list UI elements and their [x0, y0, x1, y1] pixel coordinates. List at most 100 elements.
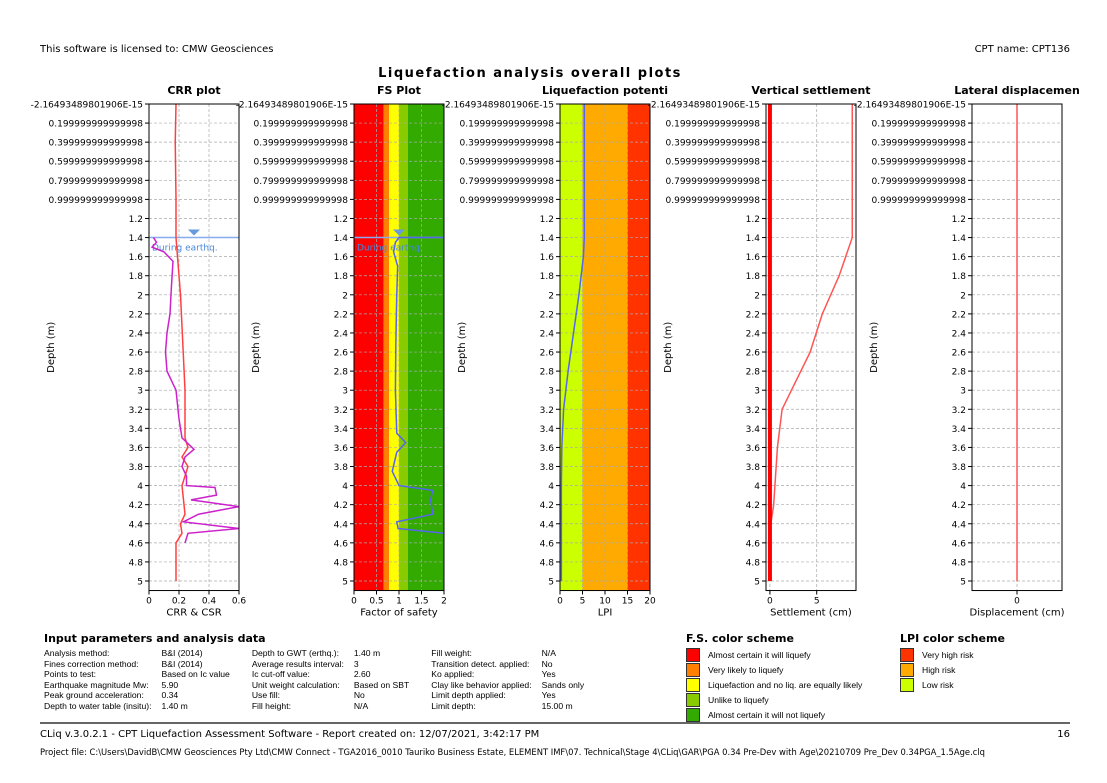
y-tick-label: 4.6	[952, 539, 967, 549]
x-axis-label: Factor of safety	[360, 608, 438, 619]
y-axis-label: Depth (m)	[251, 322, 262, 373]
y-tick-label: 4.6	[334, 539, 349, 549]
x-axis-label: CRR & CSR	[166, 608, 221, 619]
water-table-icon	[188, 229, 200, 236]
param-value: N/A	[541, 648, 556, 658]
x-tick-label: 0.5	[369, 597, 383, 607]
y-tick-label: 0.199999999999998	[49, 120, 144, 130]
y-tick-label: 4.4	[129, 520, 144, 530]
y-tick-label: 5	[754, 578, 760, 588]
y-tick-label: -2.16493489801906E-15	[442, 101, 554, 111]
y-tick-label: 2	[342, 291, 348, 301]
param-label: Limit depth:	[431, 700, 476, 711]
legend-label: Low risk	[922, 680, 954, 690]
y-tick-label: 2.2	[334, 310, 348, 320]
y-tick-label: 4.2	[952, 501, 966, 511]
y-tick-label: 1.2	[952, 215, 966, 225]
y-tick-label: 4.2	[540, 501, 554, 511]
y-tick-label: 2.6	[746, 349, 761, 359]
y-tick-label: 3.2	[540, 406, 554, 416]
y-tick-label: 1.8	[334, 272, 349, 282]
y-tick-label: 3.8	[129, 463, 144, 473]
legend-swatch	[900, 648, 914, 662]
x-tick-label: 0.4	[202, 597, 217, 607]
x-axis-label: LPI	[598, 608, 613, 619]
y-tick-label: 4	[548, 482, 554, 492]
water-table-label: During earthq.	[357, 244, 423, 254]
y-tick-label: 1.8	[952, 272, 967, 282]
y-tick-label: 4	[342, 482, 348, 492]
y-tick-label: 4.6	[129, 539, 144, 549]
y-tick-label: 4.4	[746, 520, 761, 530]
water-table-icon	[393, 229, 405, 236]
series-line-csr	[150, 237, 240, 544]
main-title: Liquefaction analysis overall plots	[378, 66, 682, 81]
plot-frame	[353, 103, 445, 592]
param-label: Fines correction method:	[44, 658, 139, 669]
y-tick-label: 4	[960, 482, 966, 492]
param-value: 2.60	[353, 669, 371, 680]
y-tick-label: 4.2	[746, 501, 760, 511]
y-tick-label: 4.2	[129, 501, 143, 511]
x-tick-label: 10	[599, 597, 611, 607]
legend-label: Almost certain it will not liquefy	[708, 710, 826, 720]
legend-swatch	[686, 678, 700, 692]
y-axis-label: Depth (m)	[46, 322, 57, 373]
legend-swatch	[686, 648, 700, 662]
x-tick-label: 0	[1014, 597, 1020, 607]
y-tick-label: 0.999999999999998	[254, 196, 349, 206]
y-tick-label: 4	[754, 482, 760, 492]
y-tick-label: 0.999999999999998	[49, 196, 144, 206]
y-tick-label: 4.6	[746, 539, 761, 549]
y-tick-label: 2.4	[540, 329, 555, 339]
param-label: Ko applied:	[431, 669, 475, 680]
param-value: 1.40 m	[161, 700, 188, 711]
series-line-crr	[174, 103, 189, 581]
plot-frame	[765, 103, 857, 592]
y-tick-label: 1.4	[129, 234, 144, 244]
param-value: 5.90	[161, 679, 179, 690]
param-label: Depth to GWT (erthq.):	[251, 648, 340, 658]
color-band	[408, 104, 444, 591]
y-tick-label: 2.4	[952, 329, 967, 339]
y-tick-label: 2.6	[129, 349, 144, 359]
license-text: This software is licensed to: CMW Geosci…	[40, 44, 274, 55]
y-tick-label: 3.8	[952, 463, 967, 473]
plots-area: -2.16493489801906E-15 0.199999999999998 0.…	[31, 84, 1080, 619]
param-value: Based on SBT	[353, 679, 410, 690]
y-tick-label: 2.8	[746, 368, 761, 378]
y-tick-label: 0.799999999999998	[460, 177, 555, 187]
param-value: Based on Ic value	[161, 669, 230, 680]
plot-2: -2.16493489801906E-15 0.199999999999998 0.…	[442, 84, 668, 619]
y-tick-label: 0.199999999999998	[254, 120, 349, 130]
y-tick-label: 2.2	[952, 310, 966, 320]
x-tick-label: 0	[557, 597, 563, 607]
y-tick-label: 1.6	[746, 253, 761, 263]
y-tick-label: 2.8	[540, 368, 555, 378]
y-tick-label: 4.4	[952, 520, 967, 530]
y-tick-label: 2.2	[129, 310, 143, 320]
legend-label: Liquefaction and no liq. are equally lik…	[708, 680, 863, 690]
y-tick-label: 3.6	[540, 444, 555, 454]
y-tick-label: 1.8	[746, 272, 761, 282]
y-tick-label: 4.8	[746, 558, 761, 568]
y-tick-label: 3.6	[334, 444, 349, 454]
param-value: Yes	[541, 690, 556, 701]
cpt-name: CPT name: CPT136	[974, 44, 1070, 55]
plot-title: CRR plot	[167, 84, 220, 97]
y-tick-label: -2.16493489801906E-15	[31, 101, 143, 111]
param-label: Fill weight:	[431, 648, 472, 658]
y-tick-label: 2.2	[746, 310, 760, 320]
divider	[40, 722, 1070, 724]
y-tick-label: 3.2	[334, 406, 348, 416]
y-tick-label: 4.4	[334, 520, 349, 530]
water-table-label: During earthq.	[152, 244, 218, 254]
y-tick-label: 0.399999999999998	[49, 139, 144, 149]
y-tick-label: 3.4	[746, 425, 761, 435]
y-tick-label: 1.6	[540, 253, 555, 263]
y-tick-label: 3.2	[129, 406, 143, 416]
y-tick-label: 1.2	[746, 215, 760, 225]
y-tick-label: 0.399999999999998	[460, 139, 555, 149]
y-tick-label: 3	[137, 387, 143, 397]
